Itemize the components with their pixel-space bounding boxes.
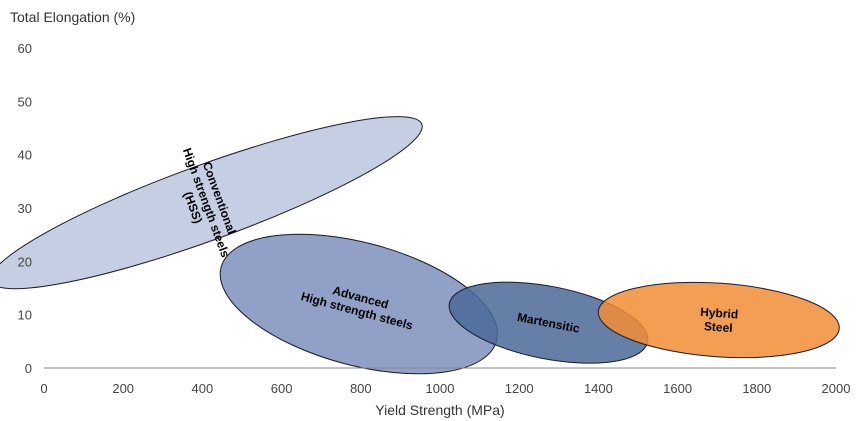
y-axis-title: Total Elongation (%) — [10, 9, 136, 25]
y-tick-label: 0 — [25, 361, 32, 376]
region-label-line: Steel — [703, 319, 733, 335]
y-tick-label: 20 — [18, 254, 32, 269]
y-tick-label: 40 — [18, 148, 32, 163]
region-hss — [0, 116, 423, 290]
x-tick-label: 1600 — [663, 381, 692, 396]
x-tick-label: 2000 — [822, 381, 851, 396]
x-tick-label: 800 — [350, 381, 372, 396]
x-tick-label: 1200 — [505, 381, 534, 396]
y-tick-label: 60 — [18, 41, 32, 56]
y-tick-label: 30 — [18, 201, 32, 216]
y-tick-label: 10 — [18, 308, 32, 323]
y-tick-label: 50 — [18, 94, 32, 109]
x-axis-title: Yield Strength (MPa) — [375, 402, 504, 418]
x-tick-label: 400 — [192, 381, 214, 396]
x-tick-label: 1000 — [426, 381, 455, 396]
x-tick-label: 0 — [40, 381, 47, 396]
regions-layer — [0, 116, 840, 375]
ticks-layer: 0 200 400 600 800 1000 1200 1400 1600 1800 2000 0 10… — [18, 41, 851, 396]
x-tick-label: 1800 — [742, 381, 771, 396]
region-hybrid — [597, 281, 840, 359]
x-tick-label: 1400 — [584, 381, 613, 396]
region-label-line: Hybrid — [700, 305, 739, 322]
region-label-hybrid: HybridSteel — [699, 305, 739, 336]
x-tick-label: 600 — [271, 381, 293, 396]
x-tick-label: 200 — [112, 381, 134, 396]
